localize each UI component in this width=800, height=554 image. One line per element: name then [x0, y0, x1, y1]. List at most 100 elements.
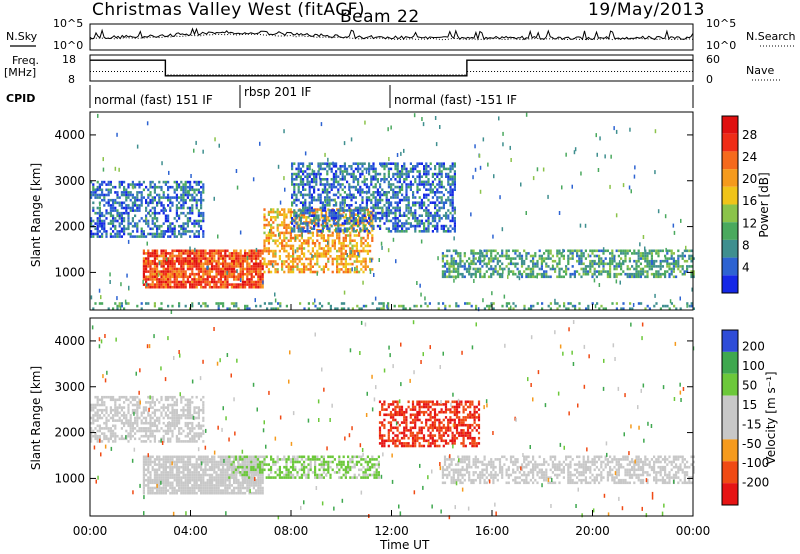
power-cell [405, 222, 408, 225]
power-cell [536, 302, 539, 305]
power-cell [230, 285, 233, 289]
power-cell [329, 307, 332, 310]
power-cell [169, 262, 172, 266]
power-cell [96, 219, 99, 223]
power-cell [292, 262, 295, 266]
power-cell [297, 188, 300, 191]
power-cell [478, 153, 481, 158]
power-cell [376, 217, 379, 220]
power-cell [164, 283, 167, 286]
power-cell [308, 201, 311, 204]
power-cell [127, 239, 130, 244]
power-cell [146, 241, 148, 246]
velocity-cell [171, 484, 174, 487]
power-cell [387, 302, 390, 305]
power-cell [672, 265, 675, 268]
power-cell [463, 267, 466, 271]
velocity-cell [213, 476, 216, 479]
power-cell [461, 265, 464, 268]
power-cell [611, 257, 614, 260]
power-cell [149, 283, 152, 286]
power-cell [414, 196, 417, 199]
power-cell [331, 239, 334, 242]
power-cell [498, 275, 502, 279]
power-cell [487, 162, 489, 167]
power-cell [335, 165, 338, 168]
power-cell [94, 196, 97, 199]
power-cell [325, 239, 328, 242]
power-cell [184, 283, 187, 286]
power-cell [414, 204, 417, 207]
power-cell [366, 229, 369, 232]
power-cell [244, 304, 247, 308]
power-cell [338, 247, 341, 250]
power-cell [142, 272, 145, 276]
power-cell [151, 219, 154, 223]
velocity-cell [149, 481, 152, 485]
power-cell [470, 259, 473, 263]
power-cell [162, 249, 165, 253]
power-cell [449, 204, 452, 207]
power-cell [313, 219, 316, 223]
power-cell [485, 254, 488, 258]
power-cell [120, 304, 123, 308]
power-cell [328, 167, 331, 171]
power-cell [405, 188, 408, 191]
velocity-cell [204, 489, 207, 492]
power-cell [287, 231, 290, 235]
power-cell [633, 259, 636, 263]
power-cell [96, 193, 99, 197]
power-cell [425, 209, 428, 212]
power-cell [675, 259, 678, 263]
velocity-cell [189, 471, 192, 474]
power-cell [448, 249, 451, 253]
power-cell [101, 232, 104, 236]
power-cell [369, 210, 372, 214]
noise-right-tick-top: 10^5 [706, 17, 736, 30]
power-cell [351, 216, 354, 219]
power-cell [392, 227, 395, 230]
power-cell [158, 201, 161, 205]
power-cell [520, 262, 524, 266]
power-cell [153, 211, 156, 215]
power-cell [396, 230, 399, 233]
power-cell [347, 255, 350, 258]
power-cell [405, 219, 408, 223]
power-cell [191, 230, 194, 233]
power-cell [350, 175, 353, 178]
power-cell [642, 254, 645, 258]
power-cell [365, 167, 368, 171]
power-cell [424, 296, 426, 301]
power-cell [90, 191, 93, 194]
velocity-cell [204, 471, 207, 474]
freq-left-tick-bottom: 8 [68, 73, 75, 86]
velocity-cell [200, 491, 203, 495]
power-cell [140, 204, 143, 207]
power-cell [294, 260, 297, 263]
power-cell [324, 217, 327, 220]
power-cell [457, 267, 460, 271]
power-cell [252, 249, 255, 253]
power-cell [394, 224, 397, 228]
power-cell [443, 164, 445, 169]
velocity-cell [228, 473, 231, 477]
velocity-cell [184, 476, 187, 479]
power-cell [226, 267, 229, 271]
power-cell [532, 272, 535, 276]
power-cell [341, 209, 344, 212]
power-cell [328, 204, 331, 207]
power-cell [316, 208, 319, 211]
power-cell [112, 219, 115, 223]
power-cell [346, 230, 349, 233]
power-cell [164, 270, 167, 273]
velocity-cell [193, 465, 196, 469]
power-cell [438, 167, 441, 171]
power-cell [529, 275, 532, 279]
power-cell [434, 217, 437, 220]
power-cell [434, 178, 437, 181]
power-cell [319, 162, 322, 165]
power-cell [336, 268, 339, 271]
power-cell [261, 267, 264, 271]
power-cell [578, 262, 581, 266]
power-cell [292, 236, 295, 240]
